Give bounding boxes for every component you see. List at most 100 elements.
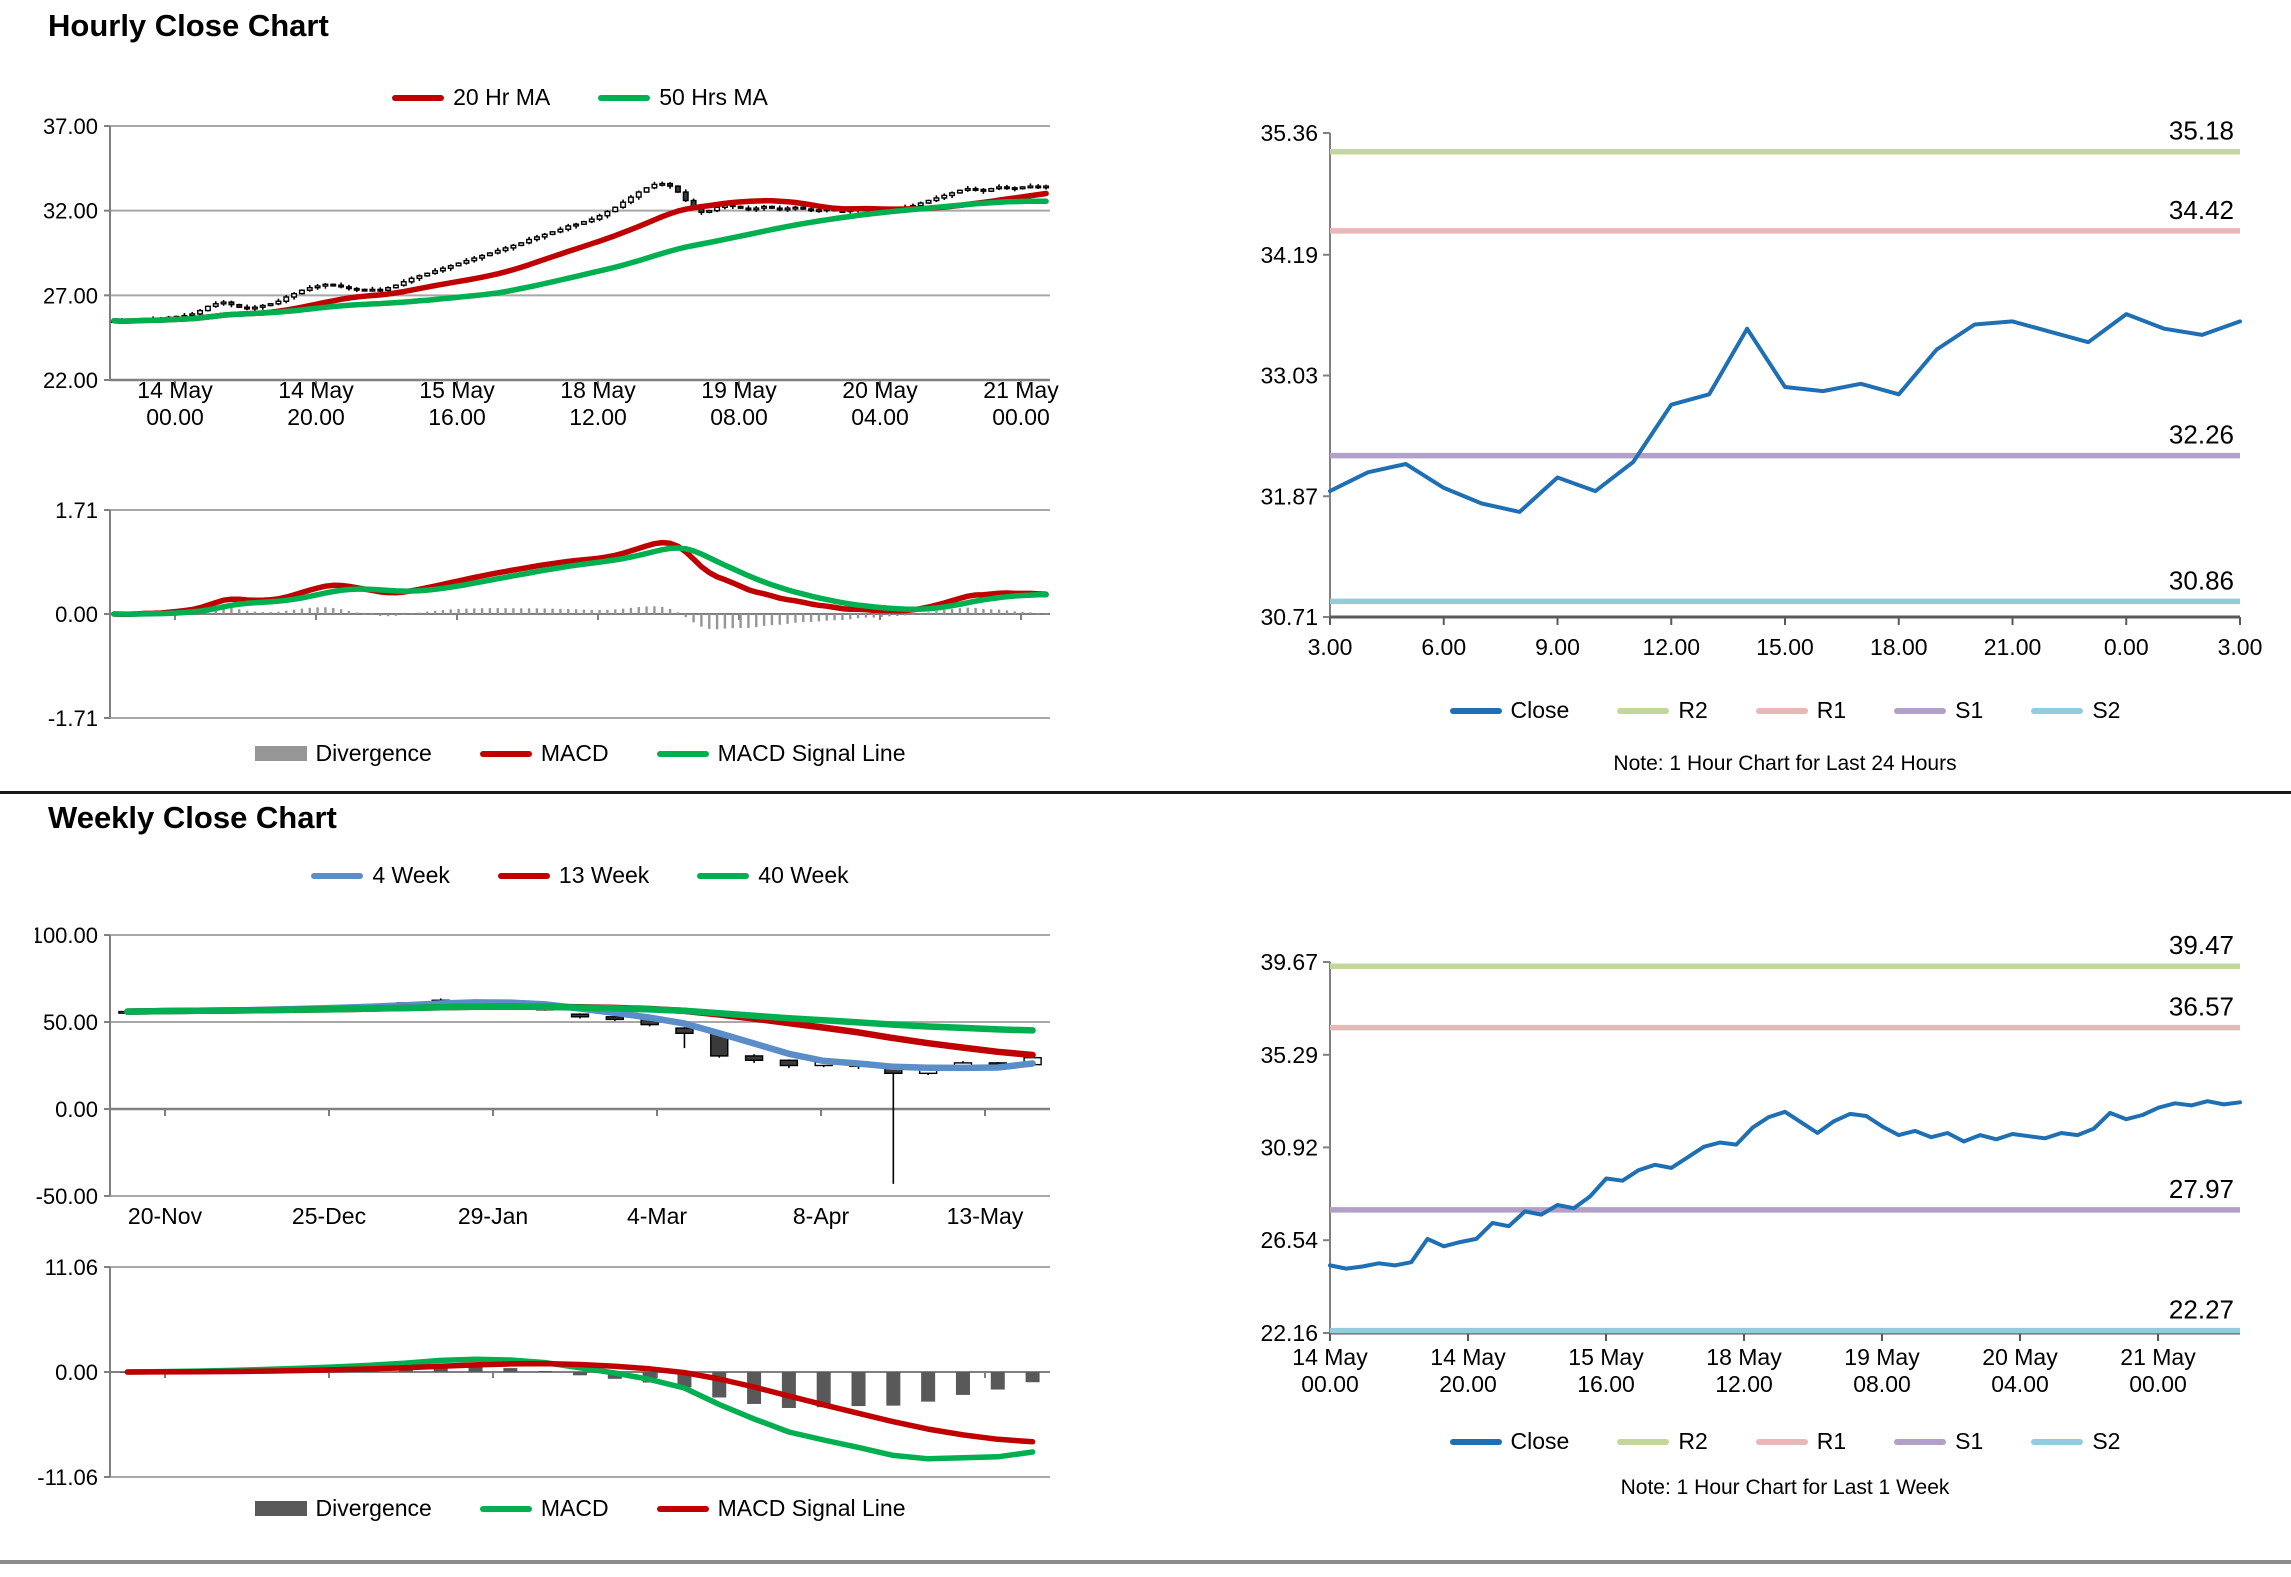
svg-text:18.00: 18.00 (1870, 634, 1928, 660)
legend-label: R1 (1816, 697, 1847, 723)
svg-text:22.27: 22.27 (2169, 1295, 2234, 1325)
svg-text:27.00: 27.00 (43, 283, 98, 308)
svg-text:12.00: 12.00 (1642, 634, 1700, 660)
close-line (1328, 1099, 2242, 1271)
pivot-levels: 39.47 36.57 27.97 22.27 (1330, 930, 2240, 1334)
legend-item-s1: S1 (1894, 1428, 1983, 1455)
weekly-section-title: Weekly Close Chart (48, 800, 337, 835)
candle-series (110, 181, 1050, 324)
svg-text:00.00: 00.00 (992, 404, 1050, 430)
cyan-line-swatch-icon (2031, 1438, 2084, 1445)
weekly-price-plot: 100.00 50.00 0.00 -50.00 20-Nov 25-Dec 29-Jan 4… (31, 923, 1050, 1229)
svg-text:15 May: 15 May (1568, 1344, 1644, 1370)
hourly-macd-chart: 1.71 0.00 -1.71 (35, 495, 1065, 735)
legend-item-divergence: Divergence (254, 1495, 432, 1522)
svg-text:00.00: 00.00 (146, 404, 204, 430)
legend-label: MACD Signal Line (717, 1495, 906, 1521)
svg-text:1.71: 1.71 (55, 498, 98, 523)
legend-label: MACD (540, 740, 609, 766)
legend-label: S2 (2092, 1428, 2121, 1454)
svg-text:16.00: 16.00 (428, 404, 486, 430)
legend-label: S2 (2092, 697, 2121, 723)
red-line-swatch-icon (392, 94, 445, 101)
legend-label: MACD (540, 1495, 609, 1521)
svg-text:19 May: 19 May (1844, 1344, 1920, 1370)
svg-text:35.36: 35.36 (1260, 120, 1318, 146)
svg-text:21 May: 21 May (2120, 1344, 2196, 1370)
legend-item-40week: 40 Week (697, 862, 849, 889)
gray-bar-swatch-icon (254, 1501, 307, 1516)
svg-text:0.00: 0.00 (55, 1097, 98, 1122)
svg-text:32.00: 32.00 (43, 199, 98, 224)
legend-item-4week: 4 Week (311, 862, 450, 889)
legend-item-50hr-ma: 50 Hrs MA (598, 84, 768, 111)
bottom-divider (0, 1560, 2291, 1564)
svg-text:15 May: 15 May (419, 377, 495, 403)
weekly-price-legend: 4 Week 13 Week 40 Week (110, 862, 1050, 889)
svg-text:25-Dec: 25-Dec (292, 1203, 366, 1229)
svg-text:04.00: 04.00 (1991, 1371, 2049, 1397)
cyan-line-swatch-icon (2031, 707, 2084, 714)
svg-text:21.00: 21.00 (1984, 634, 2042, 660)
legend-label: Close (1510, 697, 1570, 723)
svg-text:08.00: 08.00 (710, 404, 768, 430)
weekly-pivot-note: Note: 1 Hour Chart for Last 1 Week (1620, 1476, 1950, 1499)
legend-item-macd-signal: MACD Signal Line (656, 740, 906, 767)
hourly-macd-legend: Divergence MACD MACD Signal Line (110, 740, 1050, 767)
legend-label: R2 (1678, 697, 1708, 723)
blue-line-swatch-icon (1449, 707, 1502, 714)
svg-text:15.00: 15.00 (1756, 634, 1814, 660)
svg-text:12.00: 12.00 (569, 404, 627, 430)
legend-label: Divergence (315, 740, 432, 766)
svg-text:00.00: 00.00 (1301, 1371, 1359, 1397)
purple-line-swatch-icon (1894, 707, 1947, 714)
svg-text:100.00: 100.00 (35, 923, 98, 948)
legend-label: R2 (1678, 1428, 1708, 1454)
svg-text:20.00: 20.00 (1439, 1371, 1497, 1397)
svg-text:14 May: 14 May (1292, 1344, 1368, 1370)
legend-item-macd: MACD (479, 1495, 609, 1522)
hourly-macd-plot: 1.71 0.00 -1.71 (48, 498, 1050, 731)
legend-label: 40 Week (758, 862, 849, 888)
blue-line-swatch-icon (1449, 1438, 1502, 1445)
red-line-swatch-icon (497, 872, 550, 879)
svg-text:35.29: 35.29 (1260, 1042, 1318, 1068)
weekly-macd-chart: 11.06 0.00 -11.06 (35, 1250, 1065, 1490)
svg-text:3.00: 3.00 (1308, 634, 1353, 660)
legend-item-r1: R1 (1755, 1428, 1846, 1455)
svg-text:50.00: 50.00 (43, 1010, 98, 1035)
legend-item-macd-signal: MACD Signal Line (656, 1495, 906, 1522)
svg-text:31.87: 31.87 (1260, 483, 1318, 509)
svg-text:12.00: 12.00 (1715, 1371, 1773, 1397)
weekly-pivot-legend: Close R2 R1 S1 S2 (1330, 1428, 2240, 1455)
green-line-swatch-icon (656, 750, 709, 757)
svg-text:11.06: 11.06 (45, 1255, 98, 1280)
svg-text:20 May: 20 May (842, 377, 918, 403)
legend-item-r2: R2 (1617, 1428, 1708, 1455)
legend-label: Divergence (315, 1495, 432, 1521)
svg-text:18 May: 18 May (1706, 1344, 1782, 1370)
svg-text:37.00: 37.00 (43, 118, 98, 139)
legend-item-divergence: Divergence (254, 740, 432, 767)
weekly-pivot-chart: 39.67 35.29 30.92 26.54 22.16 14 May 00.00 14 M… (1245, 925, 2291, 1425)
svg-text:20 May: 20 May (1982, 1344, 2058, 1370)
legend-label: MACD Signal Line (717, 740, 906, 766)
svg-text:33.03: 33.03 (1260, 363, 1318, 389)
50-hrs-ma-line (111, 198, 1049, 324)
blue-line-swatch-icon (311, 872, 364, 879)
legend-item-s1: S1 (1894, 697, 1983, 724)
svg-text:35.18: 35.18 (2169, 116, 2234, 146)
red-line-swatch-icon (656, 1505, 709, 1512)
svg-text:08.00: 08.00 (1853, 1371, 1911, 1397)
svg-text:-50.00: -50.00 (36, 1184, 98, 1209)
svg-text:22.16: 22.16 (1260, 1320, 1318, 1346)
svg-text:20-Nov: 20-Nov (128, 1203, 203, 1229)
svg-text:30.86: 30.86 (2169, 565, 2234, 595)
svg-text:0.00: 0.00 (55, 1360, 98, 1385)
legend-label: 13 Week (558, 862, 650, 888)
svg-text:-11.06: -11.06 (37, 1465, 98, 1490)
divergence-bars (120, 1366, 1040, 1408)
purple-line-swatch-icon (1894, 1438, 1947, 1445)
